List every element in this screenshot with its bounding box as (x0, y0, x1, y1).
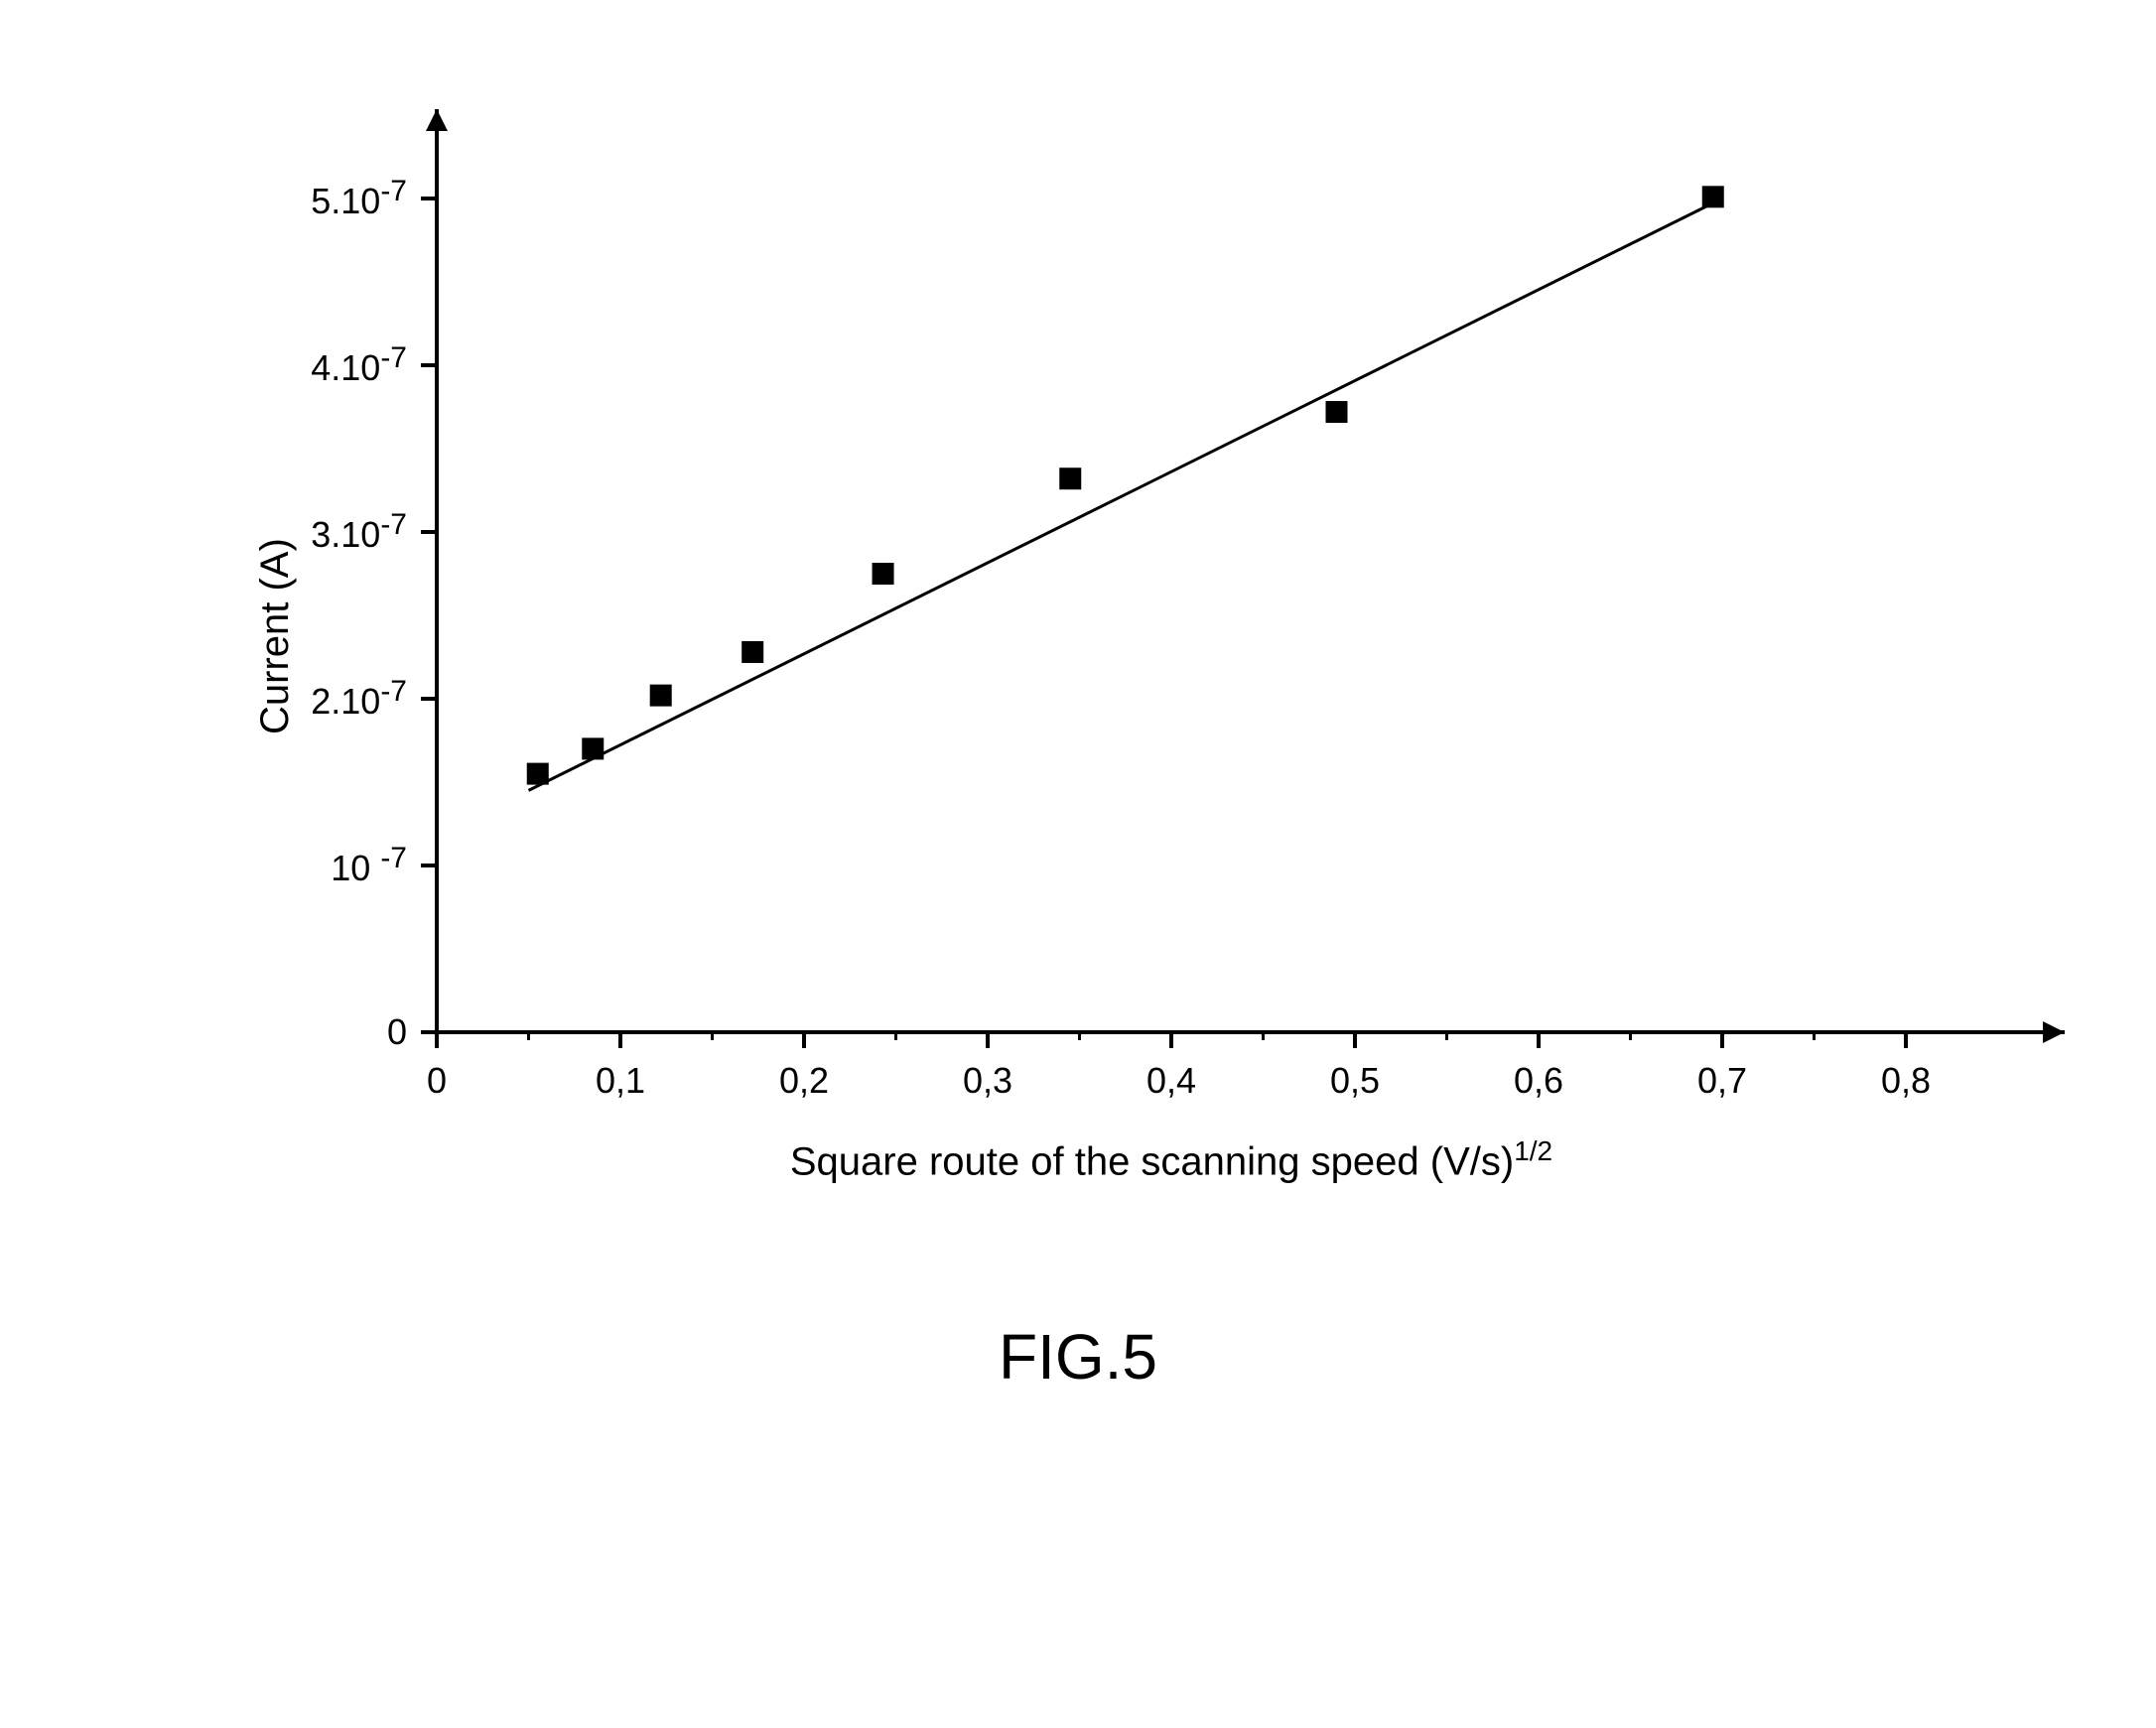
tick-label: 0 (427, 1060, 447, 1102)
tick-label: 2.10-7 (311, 675, 407, 723)
scatter-plot (437, 199, 1906, 1032)
tick-label: 4.10-7 (311, 341, 407, 389)
page: Square route of the scanning speed (V/s)… (0, 0, 2156, 1728)
data-point (1702, 186, 1724, 207)
data-point (527, 763, 549, 785)
tick-label: 0,6 (1514, 1060, 1563, 1102)
tick-label: 5.10-7 (311, 175, 407, 222)
data-point (582, 737, 604, 759)
tick-label: 0,3 (963, 1060, 1012, 1102)
y-axis-label: Current (A) (253, 538, 298, 734)
tick-label: 3.10-7 (311, 508, 407, 556)
data-point (873, 563, 894, 585)
tick-label: 10 -7 (331, 842, 407, 889)
figure-caption: FIG.5 (0, 1320, 2156, 1394)
tick-label: 0,8 (1881, 1060, 1931, 1102)
tick-label: 0 (387, 1011, 407, 1053)
x-axis-label: Square route of the scanning speed (V/s)… (790, 1135, 1552, 1184)
tick-label: 0,5 (1330, 1060, 1380, 1102)
tick-label: 0,7 (1697, 1060, 1747, 1102)
tick-label: 0,1 (596, 1060, 645, 1102)
data-point (650, 685, 672, 707)
data-point (741, 641, 763, 663)
tick-label: 0,2 (779, 1060, 829, 1102)
tick-label: 0,4 (1146, 1060, 1196, 1102)
data-point (1326, 401, 1348, 423)
data-point (1059, 467, 1081, 489)
